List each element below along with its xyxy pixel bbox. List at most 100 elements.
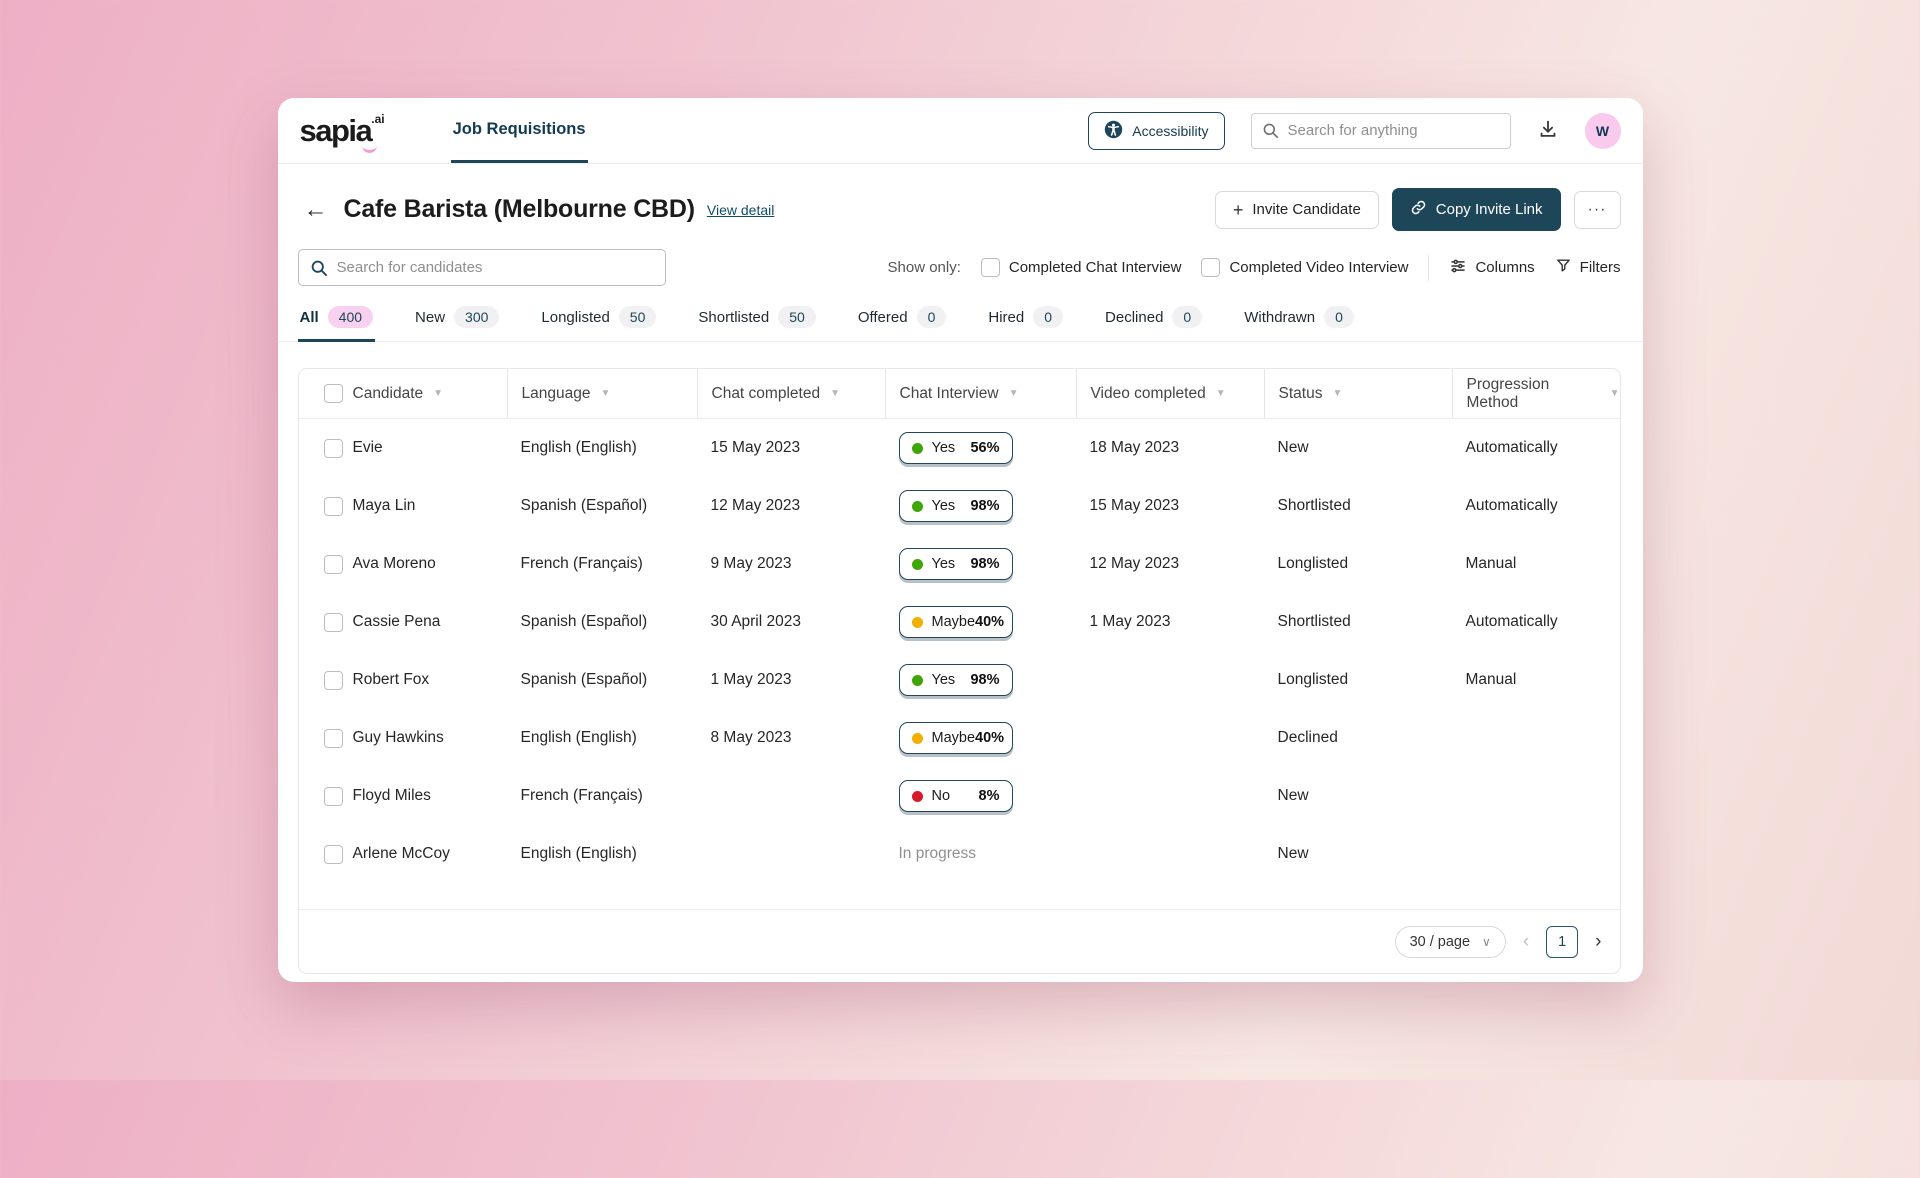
checkbox[interactable]: [1201, 258, 1221, 277]
filter-completed-video-interview[interactable]: Completed Video Interview: [1201, 258, 1408, 277]
chat-interview-pill[interactable]: Yes 98%: [898, 548, 1013, 580]
candidate-search-input[interactable]: [297, 249, 666, 286]
download-icon: [1537, 118, 1559, 143]
column-header-label: Chat completed: [711, 384, 821, 402]
filter-completed-chat-interview[interactable]: Completed Chat Interview: [980, 258, 1181, 277]
next-page-button[interactable]: ›: [1595, 930, 1602, 952]
row-checkbox[interactable]: [323, 438, 343, 458]
score-value: 56%: [970, 440, 1000, 456]
table-row[interactable]: Ava Moreno French (Français) 9 May 2023 …: [299, 535, 1620, 593]
avatar-initial: W: [1595, 122, 1610, 139]
row-checkbox[interactable]: [323, 612, 343, 632]
filters-button[interactable]: Filters: [1555, 257, 1621, 278]
accessibility-button[interactable]: Accessibility: [1088, 111, 1225, 150]
invite-candidate-button[interactable]: + Invite Candidate: [1214, 190, 1379, 229]
column-header[interactable]: Language ▼: [506, 369, 697, 418]
chat-interview-pill[interactable]: Yes 98%: [898, 490, 1013, 522]
status-tab[interactable]: Longlisted 50: [539, 306, 658, 342]
back-arrow-icon[interactable]: ←: [303, 195, 328, 223]
chat-interview-pill[interactable]: Yes 98%: [898, 664, 1013, 696]
status-tab[interactable]: Hired 0: [986, 306, 1065, 342]
verdict-label: Yes: [931, 556, 956, 572]
column-header[interactable]: Candidate ▼: [349, 369, 507, 418]
previous-page-button[interactable]: ‹: [1522, 930, 1530, 952]
sort-caret-icon[interactable]: ▼: [1008, 388, 1019, 399]
status-tab[interactable]: New 300: [413, 306, 501, 342]
column-header-label: Status: [1278, 384, 1323, 402]
status-tab[interactable]: Shortlisted 50: [696, 306, 817, 342]
sort-caret-icon[interactable]: ▼: [830, 388, 840, 399]
chat-interview-pill[interactable]: Maybe 40%: [898, 722, 1013, 754]
sort-caret-icon[interactable]: ▼: [433, 388, 444, 399]
chat-interview-pill[interactable]: No 8%: [898, 780, 1013, 812]
global-search-input[interactable]: [1250, 112, 1511, 149]
row-checkbox[interactable]: [323, 496, 343, 516]
tab-label: Shortlisted: [698, 308, 770, 326]
candidate-name: Maya Lin: [352, 497, 416, 514]
status-tab[interactable]: Declined 0: [1103, 306, 1204, 342]
verdict-label: Yes: [931, 672, 956, 688]
status-tab[interactable]: Withdrawn 0: [1242, 306, 1356, 342]
chat-interview-pill[interactable]: Maybe 40%: [898, 606, 1013, 638]
brand-logo[interactable]: sapia.ai: [300, 98, 385, 163]
verdict-dot-icon: [911, 674, 923, 686]
search-icon: [309, 258, 329, 283]
video-completed-date: 1 May 2023: [1089, 613, 1171, 630]
nav-tab-job-requisitions[interactable]: Job Requisitions: [450, 98, 588, 163]
current-page-button[interactable]: 1: [1546, 925, 1579, 958]
table-row[interactable]: Evie English (English) 15 May 2023 Yes 56…: [299, 419, 1620, 477]
candidate-name: Evie: [352, 439, 383, 456]
chat-interview-pill[interactable]: Yes 56%: [898, 432, 1013, 464]
table-header-row: Candidate ▼ Language ▼ Chat completed ▼ Chat I…: [298, 369, 1620, 419]
table-row[interactable]: Arlene McCoy English (English) In progre…: [299, 825, 1620, 883]
tab-count-badge: 50: [778, 306, 816, 328]
columns-button[interactable]: Columns: [1449, 257, 1535, 279]
candidate-toolbar: Show only: Completed Chat Interview Comp…: [278, 231, 1643, 286]
verdict-dot-icon: [911, 790, 923, 802]
status-tab[interactable]: All 400: [297, 306, 376, 342]
status-tabs: All 400 New 300 Longlisted 50 Shortliste…: [277, 286, 1643, 342]
row-checkbox[interactable]: [323, 844, 343, 864]
row-checkbox[interactable]: [323, 786, 343, 806]
verdict-dot-icon: [911, 500, 923, 512]
row-checkbox[interactable]: [323, 554, 343, 574]
chat-interview-cell: In progress: [885, 845, 1076, 863]
table-row[interactable]: Maya Lin Spanish (Español) 12 May 2023 Y…: [299, 477, 1620, 535]
verdict-label: Maybe: [931, 730, 976, 746]
column-header[interactable]: Video completed ▼: [1075, 369, 1264, 418]
candidate-language: French (Français): [520, 555, 643, 572]
candidate-name: Cassie Pena: [352, 613, 441, 630]
table-row[interactable]: Cassie Pena Spanish (Español) 30 April 2…: [299, 593, 1620, 651]
column-header[interactable]: Chat completed ▼: [696, 369, 885, 418]
page-size-select[interactable]: 30 / page ∨: [1394, 925, 1506, 958]
copy-invite-link-button[interactable]: Copy Invite Link: [1391, 188, 1561, 231]
table-footer: 30 / page ∨ ‹ 1 ›: [298, 909, 1620, 973]
view-detail-link[interactable]: View detail: [706, 201, 775, 218]
download-button[interactable]: [1537, 118, 1559, 143]
candidate-status: Shortlisted: [1277, 497, 1351, 514]
sort-caret-icon[interactable]: ▼: [1609, 388, 1620, 399]
table-row[interactable]: Floyd Miles French (Français) No 8% New: [299, 767, 1620, 825]
columns-label: Columns: [1475, 259, 1535, 276]
column-header[interactable]: Status ▼: [1263, 369, 1452, 418]
select-all-checkbox[interactable]: [323, 384, 343, 403]
table-row[interactable]: Robert Fox Spanish (Español) 1 May 2023 …: [299, 651, 1620, 709]
verdict-dot-icon: [911, 732, 923, 744]
more-actions-button[interactable]: ···: [1573, 190, 1621, 229]
row-checkbox[interactable]: [323, 728, 343, 748]
checkbox[interactable]: [980, 258, 1000, 277]
sort-caret-icon[interactable]: ▼: [600, 388, 611, 399]
row-checkbox[interactable]: [323, 670, 343, 690]
candidate-language: English (English): [520, 439, 637, 456]
chat-interview-cell: Maybe 40%: [885, 606, 1076, 638]
column-header[interactable]: Progression Method ▼: [1451, 369, 1620, 418]
sort-caret-icon[interactable]: ▼: [1332, 388, 1343, 399]
row-checkbox-cell: [299, 844, 349, 864]
status-tab[interactable]: Offered 0: [856, 306, 949, 342]
row-checkbox-cell: [299, 496, 349, 516]
sort-caret-icon[interactable]: ▼: [1215, 388, 1226, 399]
column-header[interactable]: Chat Interview ▼: [884, 369, 1076, 418]
table-row[interactable]: Guy Hawkins English (English) 8 May 2023…: [299, 709, 1620, 767]
user-avatar[interactable]: W: [1584, 112, 1621, 149]
progression-method: Automatically: [1465, 613, 1558, 630]
